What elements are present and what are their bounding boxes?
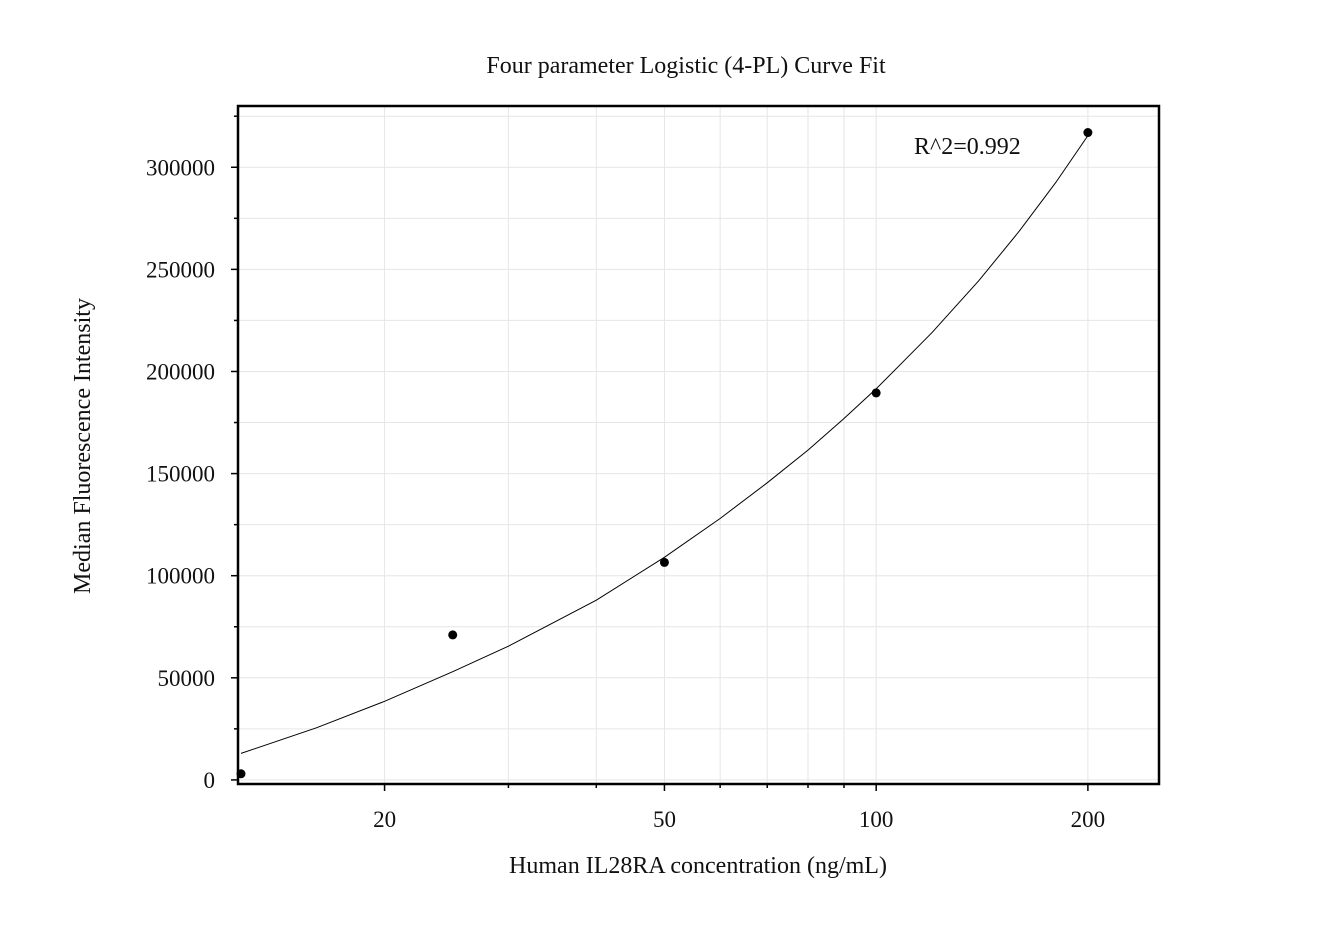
r-squared-annotation: R^2=0.992 [914,134,1021,160]
y-tick-label: 300000 [146,155,215,180]
x-axis-label: Human IL28RA concentration (ng/mL) [509,853,887,879]
y-axis-label: Median Fluorescence Intensity [70,298,96,594]
x-tick-label: 200 [1071,807,1106,832]
y-tick-label: 250000 [146,257,215,282]
grid [238,106,1159,784]
y-tick-label: 50000 [158,666,216,691]
data-point [1083,128,1093,138]
y-tick-label: 150000 [146,462,215,487]
x-tick-label: 20 [373,807,396,832]
x-tick-label: 50 [653,807,676,832]
axis-ticks [231,115,1089,791]
chart-title: Four parameter Logistic (4-PL) Curve Fit [486,53,886,79]
plot-frame [236,104,1161,786]
x-tick-label: 100 [859,807,894,832]
fit-curve-layer [240,135,1089,754]
y-tick-label: 0 [204,768,216,793]
y-tick-label: 100000 [146,564,215,589]
data-point [871,388,881,398]
y-tick-label: 200000 [146,359,215,384]
fit-curve [240,135,1089,754]
data-point [659,557,669,567]
tick-labels: 20 50 100 200 0 50000 100000 150000 200000 250000… [146,155,1105,832]
data-point [448,630,458,640]
